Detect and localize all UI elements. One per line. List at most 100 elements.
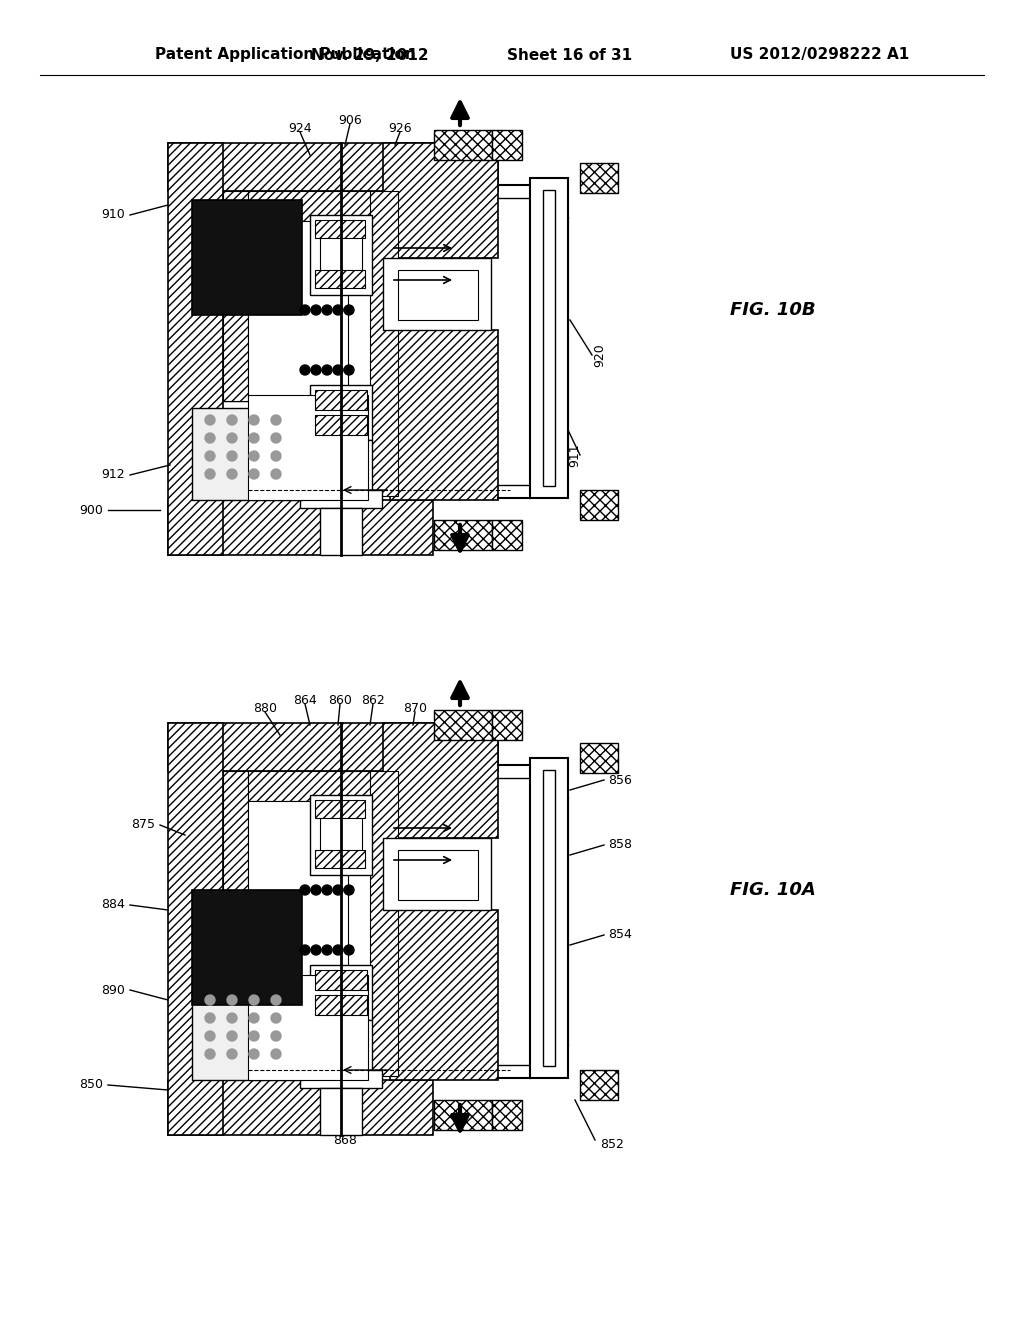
Bar [310, 795, 372, 875]
Bar [370, 191, 398, 496]
Bar [319, 224, 362, 285]
Circle shape [227, 469, 237, 479]
Bar [300, 1071, 382, 1088]
Circle shape [333, 366, 343, 375]
Circle shape [227, 1031, 237, 1041]
Text: 890: 890 [101, 983, 125, 997]
Circle shape [344, 366, 354, 375]
Circle shape [344, 305, 354, 315]
Text: 920: 920 [594, 343, 606, 367]
Bar [390, 330, 498, 500]
Text: US 2012/0298222 A1: US 2012/0298222 A1 [730, 48, 909, 62]
Text: FIG. 10A: FIG. 10A [730, 880, 816, 899]
Circle shape [249, 1012, 259, 1023]
Text: 870: 870 [403, 701, 427, 714]
Bar [193, 890, 302, 1005]
Bar [580, 490, 618, 520]
Bar [248, 395, 368, 500]
Text: Sheet 16 of 31: Sheet 16 of 31 [508, 48, 633, 62]
Text: 852: 852 [600, 1138, 624, 1151]
Text: 900: 900 [79, 503, 103, 516]
Bar [315, 850, 365, 869]
Circle shape [205, 451, 215, 461]
Bar [223, 191, 248, 401]
Bar [315, 271, 365, 288]
Bar [319, 805, 362, 865]
Bar [530, 178, 568, 498]
Bar [248, 801, 348, 975]
Bar [310, 965, 372, 1020]
Bar [580, 743, 618, 774]
Circle shape [227, 995, 237, 1005]
Circle shape [227, 433, 237, 444]
Bar [580, 162, 618, 193]
Text: 911: 911 [568, 444, 582, 467]
Circle shape [333, 884, 343, 895]
Bar [223, 771, 378, 981]
Text: 884: 884 [101, 899, 125, 912]
Bar [248, 771, 378, 801]
Text: 860: 860 [328, 693, 352, 706]
Bar [383, 257, 490, 330]
Text: 875: 875 [131, 818, 155, 832]
Circle shape [249, 995, 259, 1005]
Circle shape [271, 995, 281, 1005]
Circle shape [300, 884, 310, 895]
Bar [248, 220, 348, 396]
Circle shape [311, 366, 321, 375]
Text: 906: 906 [338, 114, 361, 127]
Text: 926: 926 [388, 121, 412, 135]
Bar [193, 201, 302, 315]
Bar [434, 520, 492, 550]
Bar [530, 758, 568, 1078]
Circle shape [249, 433, 259, 444]
Circle shape [205, 995, 215, 1005]
Circle shape [300, 945, 310, 954]
Circle shape [249, 1031, 259, 1041]
Circle shape [344, 884, 354, 895]
Circle shape [249, 414, 259, 425]
Circle shape [322, 366, 332, 375]
Bar [168, 143, 498, 191]
Bar [383, 143, 498, 257]
Bar [492, 710, 522, 741]
Text: 854: 854 [608, 928, 632, 941]
Text: 880: 880 [253, 701, 278, 714]
Bar [315, 220, 365, 238]
Text: 862: 862 [361, 693, 385, 706]
Circle shape [227, 1049, 237, 1059]
Bar [319, 508, 362, 554]
Circle shape [271, 469, 281, 479]
Bar [300, 490, 382, 508]
Bar [168, 1080, 433, 1135]
Circle shape [227, 414, 237, 425]
Circle shape [322, 305, 332, 315]
Text: 850: 850 [79, 1078, 103, 1092]
Circle shape [205, 1049, 215, 1059]
Text: 856: 856 [608, 774, 632, 787]
Circle shape [227, 451, 237, 461]
Bar [492, 1100, 522, 1130]
Text: Nov. 29, 2012: Nov. 29, 2012 [311, 48, 429, 62]
Bar [168, 500, 433, 554]
Bar [543, 190, 555, 486]
Bar [310, 440, 372, 500]
Circle shape [271, 1031, 281, 1041]
Bar [434, 1100, 492, 1130]
Bar [315, 995, 367, 1015]
Circle shape [322, 884, 332, 895]
Bar [383, 723, 498, 838]
Bar [193, 987, 302, 1080]
Bar [315, 800, 365, 818]
Bar [398, 271, 478, 319]
Circle shape [205, 433, 215, 444]
Circle shape [249, 451, 259, 461]
Circle shape [271, 1049, 281, 1059]
Text: 912: 912 [101, 469, 125, 482]
Text: 868: 868 [333, 1134, 357, 1147]
Bar [248, 191, 378, 220]
Circle shape [249, 469, 259, 479]
Bar [310, 215, 372, 294]
Circle shape [271, 414, 281, 425]
Bar [370, 771, 398, 1076]
